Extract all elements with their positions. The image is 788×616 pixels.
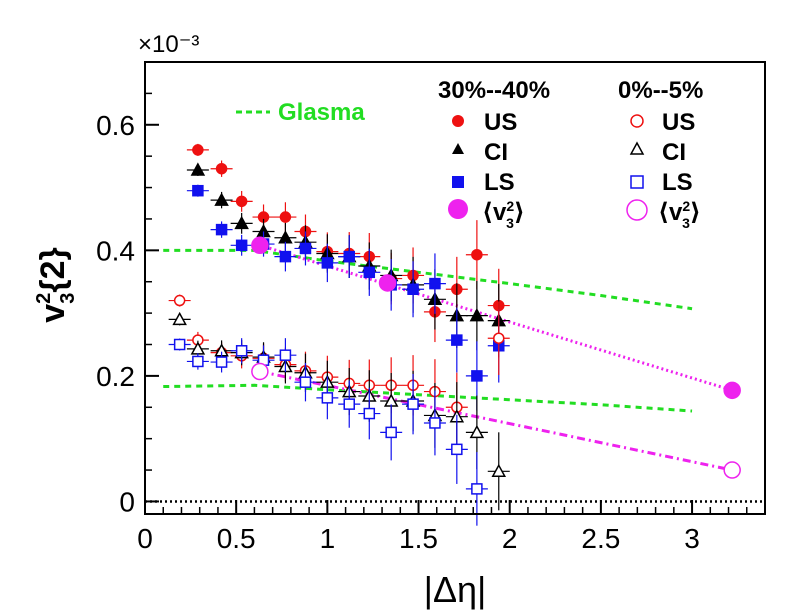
data-point xyxy=(230,212,253,234)
x-axis-label: |Δη| xyxy=(424,569,487,610)
legend-marker-ls-open xyxy=(630,175,644,189)
data-point xyxy=(316,243,339,283)
ticks-layer: 0 0.5 1 1.5 2 2.5 3 0 0.2 0.4 0.6 xyxy=(96,92,766,554)
data-point xyxy=(168,338,191,351)
legend-marker-us-open xyxy=(630,114,644,128)
data-point xyxy=(445,414,468,484)
data-point xyxy=(294,231,317,266)
x-tick-label: 1 xyxy=(320,523,336,554)
data-point xyxy=(186,184,209,197)
data-point xyxy=(465,220,488,290)
legend-glasma-label: Glasma xyxy=(278,99,365,126)
legend-marker-v3-open xyxy=(626,199,648,221)
Glasma-curve xyxy=(163,383,693,413)
data-point xyxy=(274,202,297,232)
data-point xyxy=(423,390,446,456)
legend: Glasma 30%--40% 0%--5% US CI LS ⟨v2 3⟩ US… xyxy=(236,77,703,231)
data-point xyxy=(168,311,191,326)
data-point xyxy=(402,261,425,318)
legend-label-v3-30-40: ⟨v2 3⟩ xyxy=(482,198,525,231)
data-point xyxy=(723,381,741,400)
data-point xyxy=(723,461,741,479)
data-point xyxy=(251,236,269,255)
points-layer xyxy=(168,143,741,526)
data-point xyxy=(168,294,191,307)
data-point xyxy=(380,404,403,461)
legend-marker-us-filled xyxy=(452,115,464,127)
legend-marker-v3-filled xyxy=(448,199,468,219)
data-point xyxy=(423,253,446,314)
data-point xyxy=(465,281,488,351)
legend-marker-ls-filled xyxy=(452,176,464,188)
data-point xyxy=(230,338,253,364)
data-point xyxy=(445,307,468,373)
curves-layer xyxy=(145,243,765,503)
data-point xyxy=(294,362,317,402)
x-tick-label: 3 xyxy=(684,523,700,554)
trend-curve xyxy=(259,370,733,472)
legend-label-ls-0-5: LS xyxy=(662,169,693,196)
data-point xyxy=(402,373,425,435)
legend-marker-ci-filled xyxy=(452,143,464,154)
svg-text:v23{2}: v2 3{2} xyxy=(33,247,79,323)
data-point xyxy=(338,235,361,279)
data-point xyxy=(487,301,510,376)
x-tick-label: 2 xyxy=(502,523,518,554)
trend-curve xyxy=(259,243,733,392)
legend-label-ls-30-40: LS xyxy=(484,169,515,196)
data-point xyxy=(274,241,297,272)
y-axis-label: v2 3{2} xyxy=(33,247,79,323)
data-point xyxy=(186,143,209,156)
x-tick-label: 0.5 xyxy=(217,523,256,554)
legend-label-v3-0-5: ⟨v2 3⟩ xyxy=(658,198,701,231)
legend-label-ci-0-5: CI xyxy=(662,139,686,166)
y-tick-label: 0.4 xyxy=(96,235,135,266)
data-point xyxy=(378,274,397,292)
x-tick-label: 1.5 xyxy=(399,523,438,554)
Glasma-curve xyxy=(163,248,693,311)
data-point xyxy=(274,338,297,373)
data-point xyxy=(230,190,253,212)
data-point xyxy=(186,331,209,349)
data-point xyxy=(251,362,269,381)
data-point xyxy=(338,380,361,428)
legend-label-us-0-5: US xyxy=(662,109,695,136)
y-tick-label: 0.6 xyxy=(96,110,135,141)
legend-header-0-5: 0%--5% xyxy=(618,77,703,104)
data-point xyxy=(210,191,233,209)
data-point xyxy=(210,221,233,238)
x-tick-label: 2.5 xyxy=(581,523,620,554)
data-point xyxy=(186,162,209,176)
legend-marker-ci-open xyxy=(629,141,645,155)
y-tick-label: 0 xyxy=(119,486,135,517)
legend-label-us-30-40: US xyxy=(484,109,517,136)
legend-header-30-40: 30%--40% xyxy=(438,77,550,104)
legend-label-ci-30-40: CI xyxy=(484,139,508,166)
data-point xyxy=(230,234,253,256)
data-point xyxy=(487,432,510,511)
data-point xyxy=(316,376,339,420)
data-point xyxy=(358,248,381,296)
y-tick-label: 0.2 xyxy=(96,361,135,392)
x-tick-label: 0 xyxy=(137,523,153,554)
data-point xyxy=(186,353,209,370)
y-multiplier: ×10⁻³ xyxy=(138,31,199,58)
data-point xyxy=(358,387,381,440)
data-point xyxy=(210,351,233,373)
data-point xyxy=(210,160,233,177)
